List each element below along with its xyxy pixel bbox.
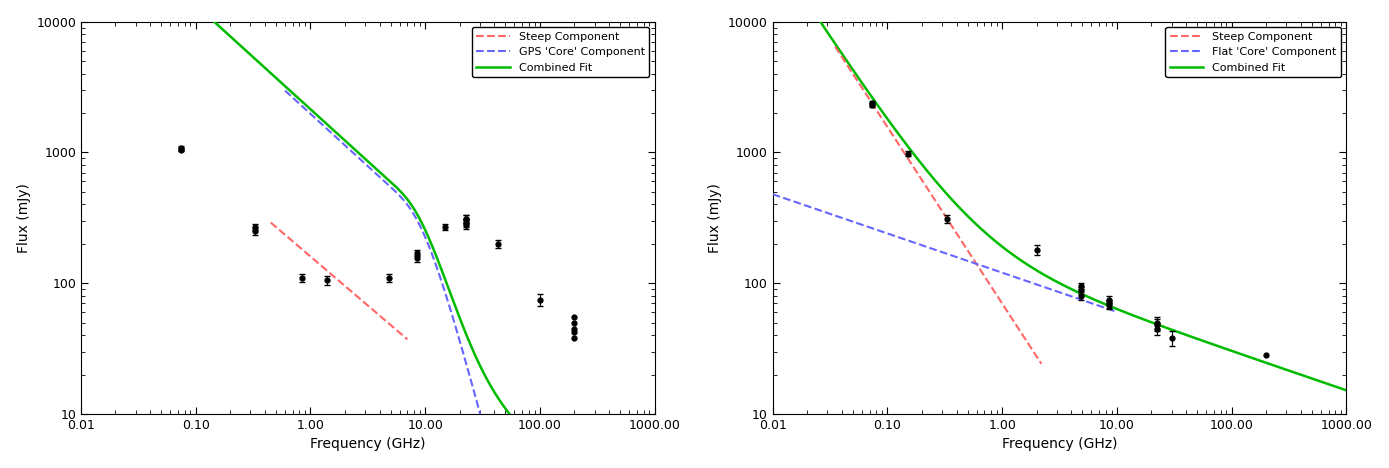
Steep Component: [339, 285, 356, 291]
Combined Fit: [1147, 321, 1164, 327]
Line: Steep Component: Steep Component: [835, 46, 1042, 364]
Combined Fit: [293, 98, 310, 103]
Flat 'Core' Component: [764, 191, 781, 197]
Steep Component: [850, 80, 867, 85]
Steep Component: [399, 336, 415, 342]
Flat 'Core' Component: [976, 264, 993, 270]
Combined Fit: [1250, 358, 1267, 363]
Legend: Steep Component, GPS 'Core' Component, Combined Fit: Steep Component, GPS 'Core' Component, C…: [472, 27, 649, 77]
Flat 'Core' Component: [1108, 309, 1125, 314]
Combined Fit: [425, 244, 442, 250]
Steep Component: [826, 44, 843, 49]
Steep Component: [397, 335, 414, 340]
Y-axis label: Flux (mJy): Flux (mJy): [708, 183, 722, 253]
Steep Component: [956, 242, 972, 248]
Combined Fit: [1117, 309, 1133, 315]
Line: Combined Fit: Combined Fit: [69, 0, 675, 468]
X-axis label: Frequency (GHz): Frequency (GHz): [1001, 437, 1117, 451]
Steep Component: [976, 275, 993, 280]
Steep Component: [839, 64, 856, 69]
Combined Fit: [513, 425, 529, 431]
Combined Fit: [863, 94, 879, 99]
Flat 'Core' Component: [864, 225, 881, 231]
Flat 'Core' Component: [935, 250, 951, 256]
GPS 'Core' Component: [435, 284, 451, 289]
Combined Fit: [1358, 395, 1375, 400]
GPS 'Core' Component: [303, 111, 319, 117]
Y-axis label: Flux (mJy): Flux (mJy): [17, 183, 31, 253]
Steep Component: [263, 220, 279, 226]
Combined Fit: [1204, 342, 1221, 347]
Flat 'Core' Component: [813, 208, 829, 213]
X-axis label: Frequency (GHz): Frequency (GHz): [310, 437, 425, 451]
GPS 'Core' Component: [446, 319, 463, 324]
Combined Fit: [456, 324, 472, 330]
GPS 'Core' Component: [324, 131, 340, 136]
Line: GPS 'Core' Component: GPS 'Core' Component: [285, 91, 514, 468]
Line: Steep Component: Steep Component: [271, 223, 407, 339]
GPS 'Core' Component: [351, 155, 368, 161]
Line: Combined Fit: Combined Fit: [761, 0, 1367, 397]
Steep Component: [361, 304, 378, 309]
Steep Component: [381, 321, 397, 327]
Line: Flat 'Core' Component: Flat 'Core' Component: [772, 194, 1117, 312]
Steep Component: [1033, 361, 1050, 366]
Flat 'Core' Component: [982, 266, 999, 271]
Steep Component: [354, 298, 371, 304]
GPS 'Core' Component: [321, 128, 338, 134]
GPS 'Core' Component: [276, 88, 293, 94]
Steep Component: [1011, 328, 1028, 333]
Legend: Steep Component, Flat 'Core' Component, Combined Fit: Steep Component, Flat 'Core' Component, …: [1165, 27, 1340, 77]
Flat 'Core' Component: [867, 226, 883, 232]
Steep Component: [950, 233, 967, 239]
Combined Fit: [985, 236, 1001, 242]
Steep Component: [336, 283, 353, 289]
